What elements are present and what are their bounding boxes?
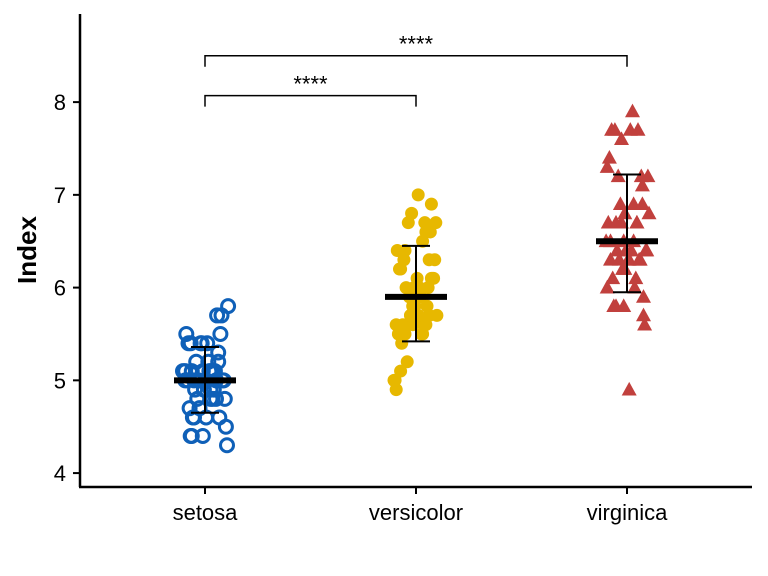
data-point [181,400,198,417]
data-point [599,159,615,173]
significance-brackets: **** **** [204,32,628,107]
data-point [400,355,414,369]
data-point [390,244,404,257]
data-point [192,335,209,352]
data-point [411,188,425,202]
y-tick-label: 6 [54,276,66,301]
significance-bracket: **** [204,72,417,107]
data-point [638,242,654,257]
data-point [198,409,215,426]
data-point [387,373,401,387]
data-point [422,308,436,322]
data-point [634,196,650,210]
data-point [210,344,227,361]
data-point [640,168,656,183]
y-tick-label: 8 [54,90,66,115]
data-point [424,271,438,285]
data-point [424,197,438,211]
data-point [599,279,615,294]
data-point [611,251,627,266]
data-point [634,177,650,192]
data-point [212,325,229,342]
data-point [606,298,622,312]
data-point [389,318,403,332]
data-point [199,335,216,352]
significance-bracket: **** [204,32,628,67]
bracket-line [204,54,628,67]
data-point [607,122,623,136]
data-point [393,262,406,276]
data-point [428,253,442,267]
data-point [217,418,234,435]
data-point [399,281,413,295]
summary-stats [174,173,658,414]
data-point [401,216,415,230]
data-point [636,307,651,322]
data-point [612,196,628,210]
axes: 4 5 6 7 8 setosa versicolor virginica [54,14,752,525]
data-point [616,298,632,312]
data-point [394,364,408,378]
data-point [641,205,657,220]
data-point [617,261,633,275]
data-point [618,242,634,257]
data-point [632,251,648,266]
data-point [622,122,638,136]
y-tick-label: 5 [54,368,66,393]
data-point [614,131,629,146]
x-tick-label: setosa [173,500,239,525]
series-versicolor [387,188,444,397]
data-point [636,289,651,303]
significance-label: **** [293,72,328,97]
x-tick-label: versicolor [369,500,463,525]
data-point [178,325,195,342]
significance-label: **** [399,32,434,57]
data-point [601,149,617,164]
data-point [412,281,426,295]
data-point [605,270,621,285]
data-point [411,308,425,322]
data-point [213,307,230,324]
summary-setosa [174,345,236,414]
data-point [629,214,645,229]
y-tick-label: 7 [54,183,66,208]
data-point [627,279,643,294]
data-point [398,327,412,341]
y-tick-label: 4 [54,461,66,486]
summary-versicolor [385,244,447,343]
data-point [418,216,432,230]
y-axis-ticks: 4 5 6 7 8 [54,90,80,486]
x-axis-ticks: setosa versicolor virginica [173,487,668,525]
data-point [219,437,235,454]
y-axis-title: Index [12,216,42,284]
data-point [614,214,629,229]
summary-virginica [596,173,658,294]
data-point [625,103,640,118]
x-tick-label: virginica [587,500,668,525]
data-point [637,316,653,331]
data-point [182,427,199,444]
data-point [628,270,644,285]
bracket-line [204,94,417,107]
data-point [621,381,637,396]
